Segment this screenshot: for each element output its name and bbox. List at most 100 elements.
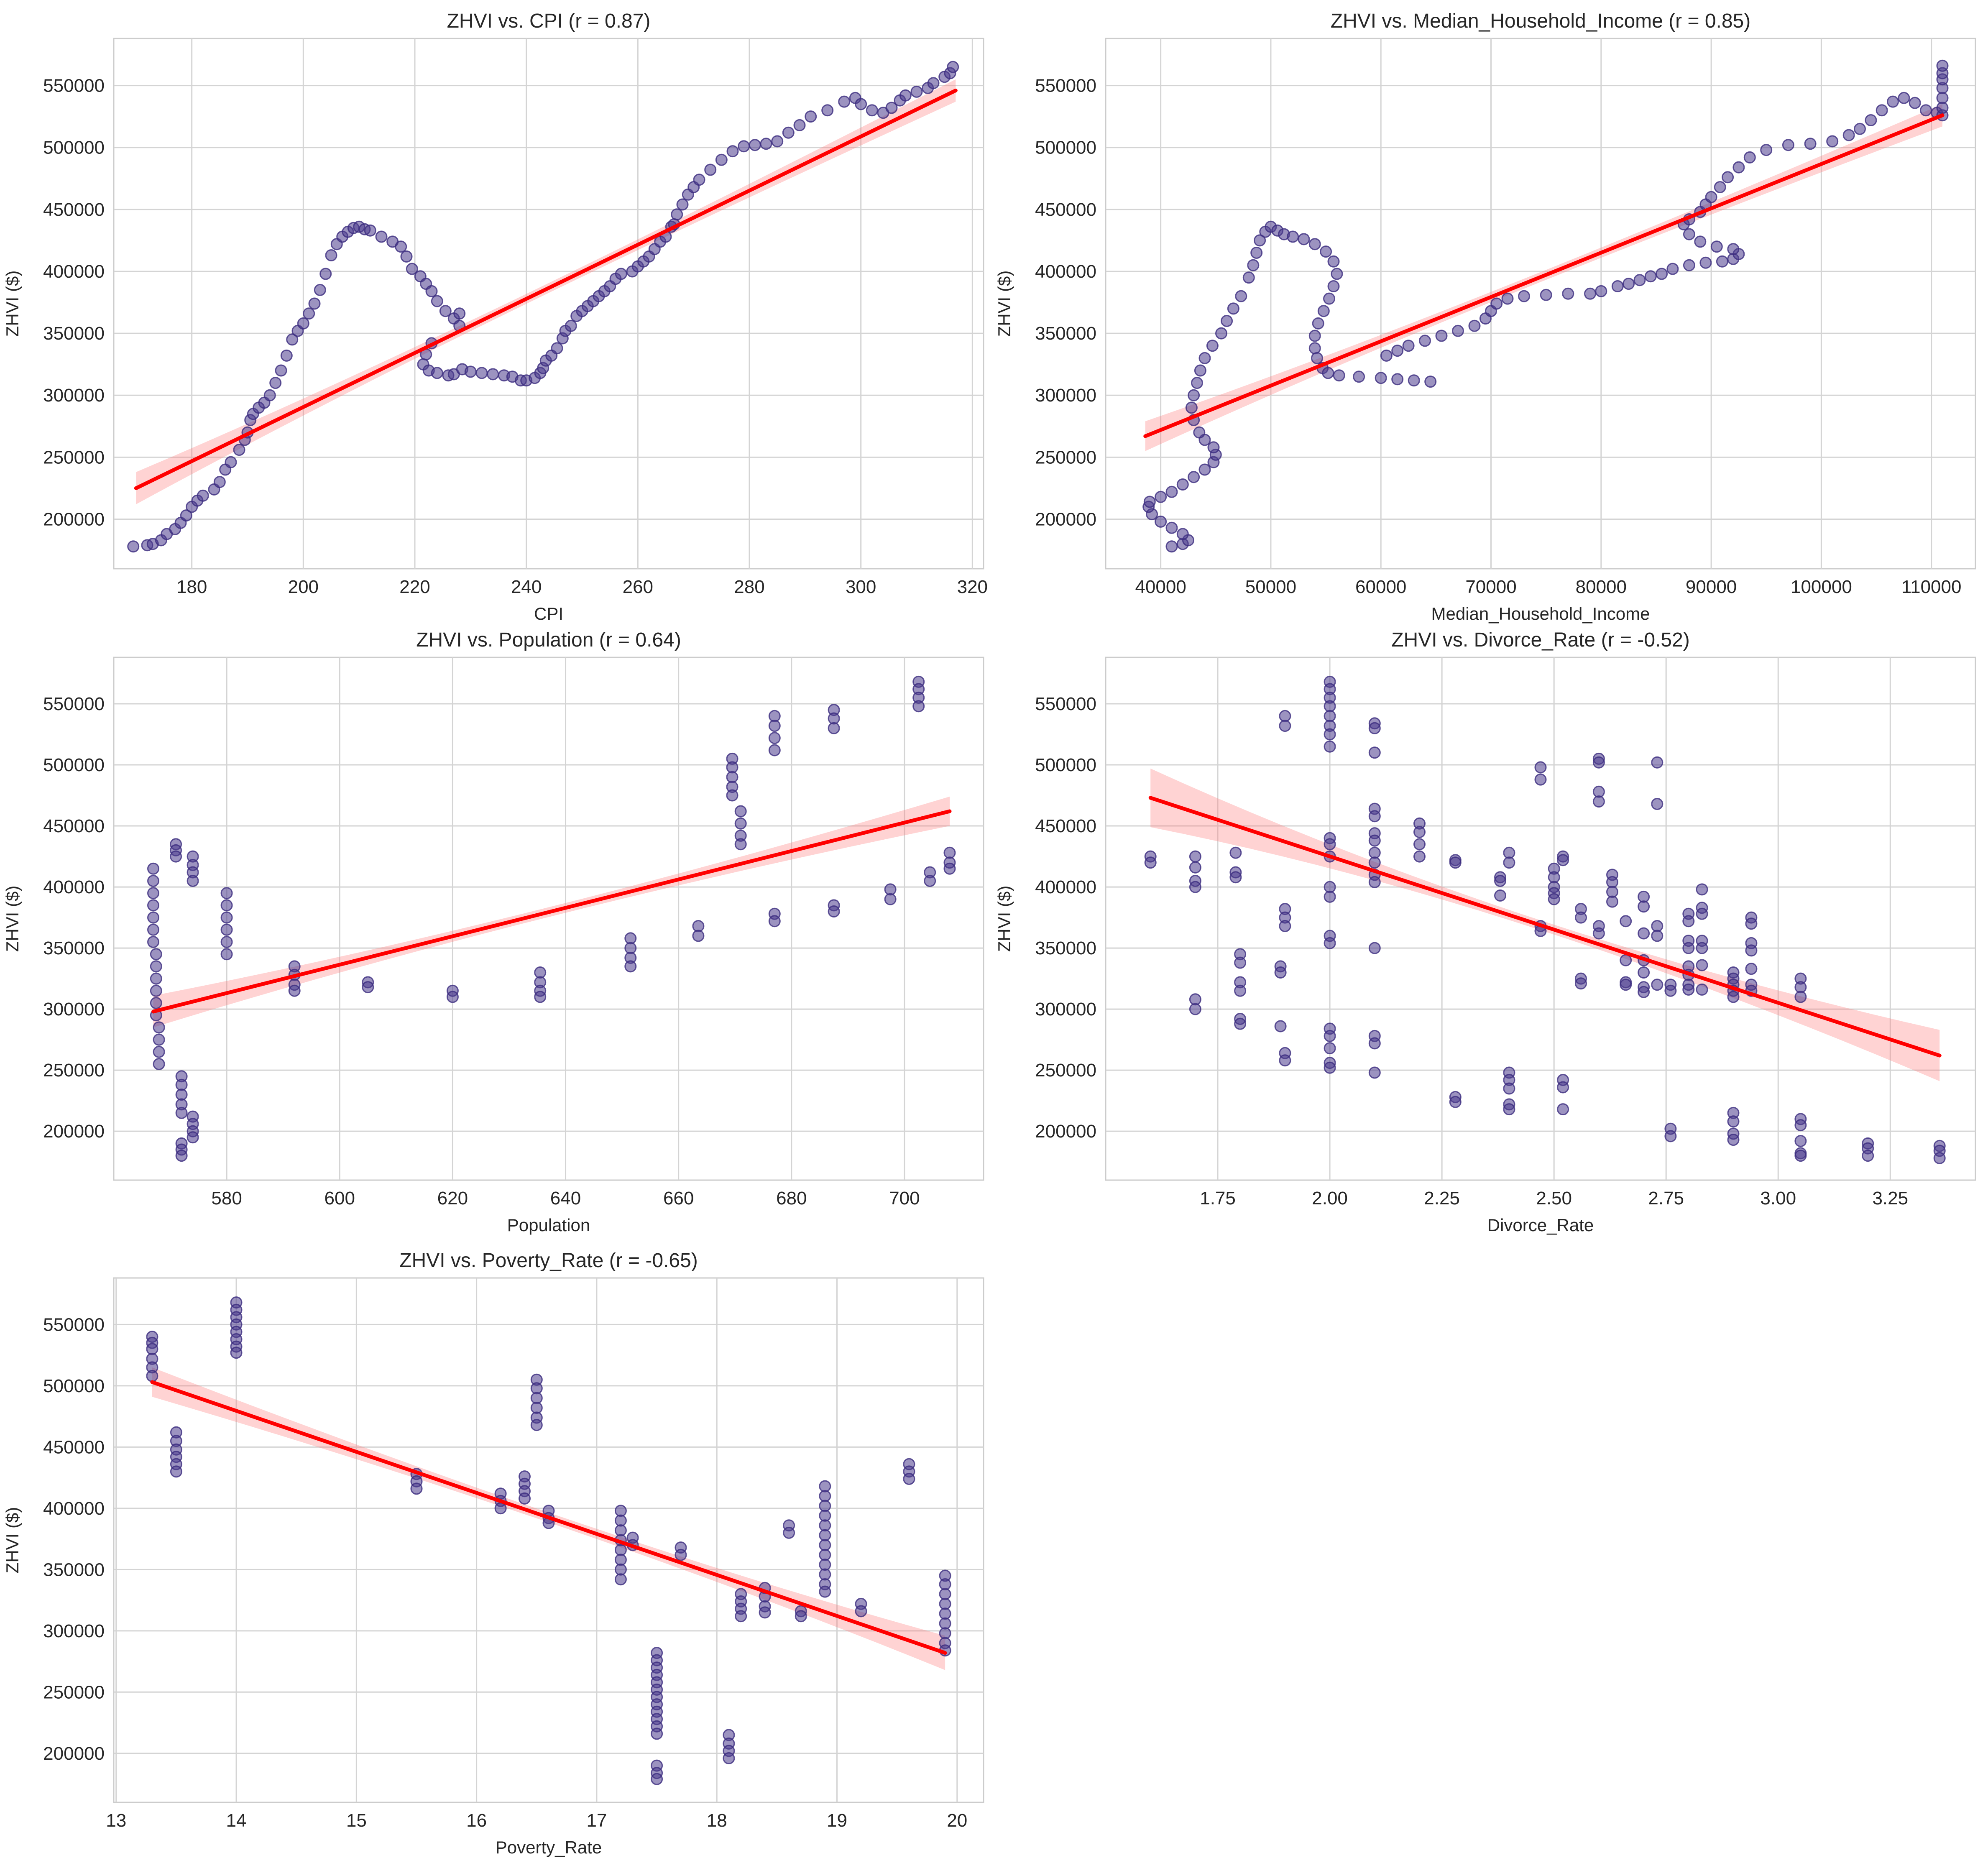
data-point: [534, 991, 547, 1003]
data-point: [475, 367, 488, 379]
x-tick-label: 280: [734, 577, 764, 597]
data-point: [519, 1492, 531, 1505]
data-point: [494, 1502, 507, 1515]
data-point: [1144, 856, 1157, 869]
data-point: [1176, 478, 1189, 491]
data-point: [150, 960, 162, 973]
data-point: [487, 368, 499, 381]
data-point: [693, 174, 705, 186]
data-point: [395, 240, 407, 253]
x-tick-label: 320: [957, 577, 988, 597]
data-point: [153, 1058, 165, 1070]
data-point: [1620, 954, 1632, 966]
data-point: [1592, 795, 1605, 808]
chart-panel-5: 13 14 15 16 17 18 19 20 200000 250000 300000 350000…: [3, 1250, 984, 1857]
data-point: [1575, 911, 1587, 924]
data-point: [1714, 181, 1726, 193]
data-point: [170, 850, 182, 863]
chart-panel-1: 180 200 220 240 260 280 300 320 200000 250000 3000…: [3, 10, 988, 624]
data-point: [1287, 230, 1299, 243]
x-tick-label: 2.00: [1312, 1188, 1348, 1209]
y-tick-label: 350000: [43, 938, 105, 958]
data-point: [1324, 838, 1336, 851]
data-point: [1651, 930, 1663, 942]
data-point: [280, 349, 293, 362]
data-point: [150, 972, 162, 985]
data-point: [828, 722, 840, 734]
data-point: [1449, 856, 1462, 869]
x-tick-label: 600: [325, 1188, 355, 1209]
data-point: [651, 1728, 663, 1740]
data-point: [1229, 871, 1242, 884]
data-point: [614, 1573, 627, 1586]
data-point: [1782, 139, 1794, 151]
data-point: [783, 1526, 795, 1539]
x-tick-label: 16: [466, 1810, 487, 1831]
data-point: [147, 911, 159, 924]
y-tick-label: 300000: [1035, 999, 1096, 1020]
data-point: [187, 875, 199, 887]
data-point: [671, 208, 683, 221]
x-tick-label: 660: [663, 1188, 694, 1209]
data-point: [1413, 826, 1426, 838]
data-point: [1368, 722, 1381, 734]
data-point: [1656, 268, 1668, 280]
data-point: [1933, 1152, 1946, 1164]
data-point: [1408, 374, 1420, 387]
y-tick-label: 300000: [1035, 385, 1096, 406]
data-point: [1644, 270, 1657, 283]
data-point: [1696, 959, 1708, 971]
y-axis-label: ZHVI ($): [3, 886, 22, 952]
data-point: [127, 540, 140, 553]
data-point: [530, 1419, 543, 1431]
data-point: [1435, 330, 1448, 342]
data-point: [1298, 233, 1310, 245]
data-point: [1745, 963, 1758, 975]
data-point: [362, 981, 374, 994]
data-point: [1143, 496, 1156, 508]
data-point: [866, 104, 878, 117]
data-point: [1743, 151, 1756, 164]
data-point: [303, 307, 315, 320]
data-point: [1368, 1066, 1381, 1079]
y-tick-label: 300000: [43, 385, 105, 406]
regression-line: [151, 809, 952, 1014]
x-tick-label: 110000: [1901, 577, 1962, 597]
data-point: [1324, 1030, 1336, 1042]
x-tick-label: 2.75: [1648, 1188, 1684, 1209]
regression-line: [1143, 113, 1945, 438]
data-point: [220, 936, 233, 948]
data-point: [220, 948, 233, 961]
data-point: [150, 948, 162, 961]
data-point: [1760, 144, 1773, 156]
data-point: [1490, 297, 1503, 310]
data-point: [1234, 1017, 1247, 1030]
data-point: [726, 789, 738, 802]
data-point: [308, 297, 321, 310]
data-point: [1189, 861, 1201, 874]
data-point: [1312, 317, 1324, 330]
x-tick-label: 1.75: [1200, 1188, 1236, 1209]
data-point: [1391, 345, 1404, 357]
data-point: [1254, 234, 1266, 247]
data-point: [760, 138, 772, 150]
y-tick-label: 500000: [43, 138, 105, 158]
y-tick-label: 300000: [43, 999, 105, 1020]
confidence-band: [136, 79, 956, 504]
data-point: [1664, 1130, 1677, 1142]
data-point: [1682, 942, 1695, 954]
scatter-points: [1144, 675, 1946, 1164]
x-axis-label: Divorce_Rate: [1487, 1215, 1594, 1235]
y-tick-label: 550000: [43, 694, 105, 714]
data-point: [1503, 856, 1515, 869]
scatter-points: [127, 61, 959, 553]
data-point: [1165, 486, 1178, 498]
data-point: [651, 1773, 663, 1785]
data-point: [1540, 289, 1552, 301]
data-point: [1705, 191, 1717, 203]
data-point: [768, 732, 781, 744]
data-point: [899, 89, 912, 102]
data-point: [286, 333, 299, 346]
data-point: [828, 905, 840, 917]
data-point: [1391, 373, 1404, 386]
